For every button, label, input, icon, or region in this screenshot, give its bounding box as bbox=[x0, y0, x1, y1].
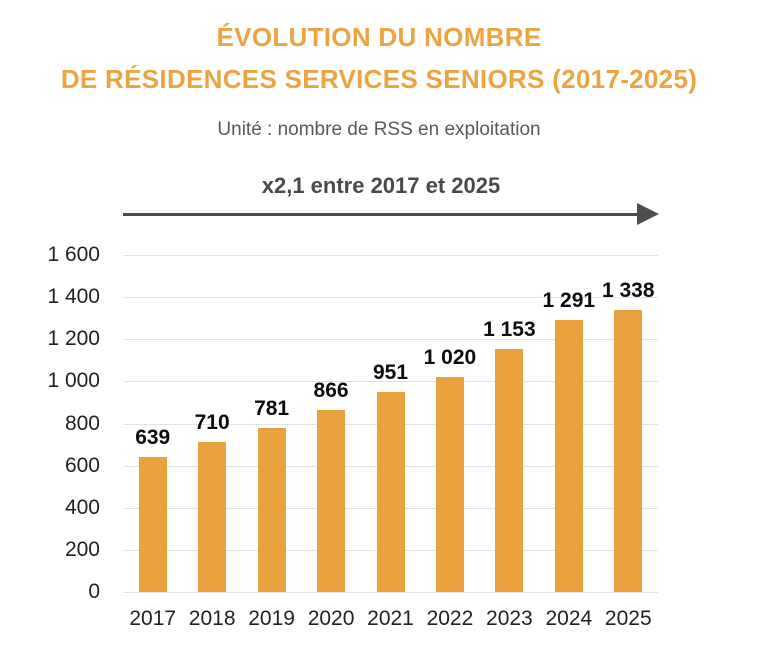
chart-subtitle: Unité : nombre de RSS en exploitation bbox=[217, 119, 541, 140]
growth-arrow-line bbox=[123, 213, 639, 216]
chart-title-line1: ÉVOLUTION DU NOMBRE bbox=[216, 22, 542, 52]
y-tick-label-400: 400 bbox=[64, 495, 100, 519]
plot-area: 639 2017 710 2018 781 2019 866 2020 951 2021 1 020… bbox=[123, 255, 658, 630]
y-axis: 0 200 400 600 800 1 000 1 200 1 400 1 600 bbox=[0, 243, 100, 603]
x-tick-label-2021: 2021 bbox=[367, 607, 414, 630]
y-tick-label-0: 0 bbox=[88, 580, 100, 603]
bar-2021 bbox=[376, 391, 405, 592]
gridline-1400 bbox=[123, 297, 658, 299]
value-label-2021: 951 bbox=[372, 360, 409, 384]
y-tick-label-1600: 1 600 bbox=[47, 243, 100, 266]
x-tick-label-2023: 2023 bbox=[486, 607, 533, 630]
x-tick-label-2024: 2024 bbox=[545, 607, 593, 630]
value-label-2023: 1 153 bbox=[483, 318, 536, 342]
y-tick-label-1400: 1 400 bbox=[47, 285, 100, 309]
x-tick-label-2020: 2020 bbox=[307, 607, 355, 630]
y-tick-label-800: 800 bbox=[64, 411, 100, 435]
bar-2020 bbox=[317, 409, 346, 592]
bar-2025 bbox=[614, 310, 643, 592]
value-label-2017: 639 bbox=[135, 426, 171, 450]
gridline-1600 bbox=[123, 255, 658, 256]
value-label-2024: 1 291 bbox=[542, 289, 596, 313]
x-tick-label-2017: 2017 bbox=[129, 607, 177, 630]
bar-2017 bbox=[138, 457, 167, 592]
y-tick-label-600: 600 bbox=[64, 453, 100, 477]
bar-2024 bbox=[554, 320, 583, 592]
y-tick-label-1200: 1 200 bbox=[47, 327, 100, 351]
bar-2019 bbox=[257, 427, 286, 592]
chart-title-line2: DE RÉSIDENCES SERVICES SENIORS (2017-202… bbox=[60, 64, 698, 94]
value-label-2020: 866 bbox=[313, 378, 349, 402]
value-label-2019: 781 bbox=[254, 396, 290, 420]
value-label-2025: 1 338 bbox=[601, 279, 655, 303]
growth-arrow-head-icon bbox=[637, 203, 659, 225]
value-label-2022: 1 020 bbox=[423, 346, 477, 370]
x-tick-label-2022: 2022 bbox=[426, 607, 474, 630]
y-tick-label-1000: 1 000 bbox=[47, 369, 100, 393]
x-tick-label-2018: 2018 bbox=[188, 607, 236, 630]
y-tick-label-200: 200 bbox=[64, 537, 100, 561]
bar-2022 bbox=[435, 377, 464, 592]
growth-annotation: x2,1 entre 2017 et 2025 bbox=[261, 173, 501, 198]
gridline-1000 bbox=[123, 381, 658, 383]
chart-title: ÉVOLUTION DU NOMBRE DE RÉSIDENCES SERVIC… bbox=[0, 16, 758, 100]
value-label-2018: 710 bbox=[194, 411, 230, 435]
bar-2018 bbox=[198, 442, 227, 592]
x-tick-label-2025: 2025 bbox=[604, 607, 652, 630]
gridline-0 bbox=[123, 592, 658, 593]
x-tick-label-2019: 2019 bbox=[248, 607, 295, 630]
bar-2023 bbox=[495, 349, 524, 592]
gridline-1200 bbox=[123, 339, 658, 341]
